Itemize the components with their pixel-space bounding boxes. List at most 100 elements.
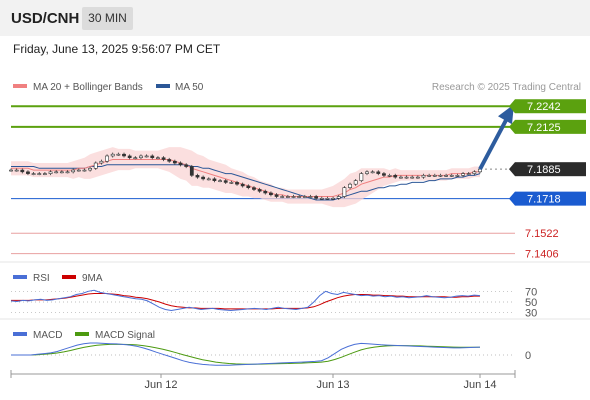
candle	[122, 153, 126, 157]
candle	[285, 196, 290, 198]
candle	[206, 178, 211, 181]
candle	[88, 168, 93, 171]
candle	[172, 160, 177, 164]
candle	[26, 171, 30, 174]
candle	[280, 196, 285, 198]
legend-ma50-label: MA 50	[175, 82, 204, 93]
rsi-line	[10, 289, 481, 312]
bollinger-band	[11, 147, 480, 208]
candle	[71, 169, 76, 173]
candle	[31, 173, 36, 175]
candle	[14, 169, 19, 172]
legend-rsi-ma-label: 9MA	[82, 273, 103, 284]
candle	[110, 153, 115, 157]
candle	[348, 183, 352, 188]
candle	[269, 192, 273, 196]
candle	[229, 182, 234, 184]
candle	[308, 196, 313, 198]
candle	[156, 157, 160, 160]
level-label-5: 7.1406	[525, 249, 559, 261]
level-label-1: 7.2125	[527, 122, 561, 134]
candle	[438, 175, 443, 177]
candle	[325, 197, 330, 200]
candle	[48, 171, 53, 174]
candle	[331, 197, 335, 200]
candle	[432, 175, 437, 177]
macd-panel: 0	[11, 342, 531, 366]
candle	[421, 175, 426, 178]
legend-ma20-label: MA 20 + Bollinger Bands	[33, 82, 143, 93]
legend-macd-label: MACD	[33, 330, 62, 341]
candle	[444, 175, 448, 177]
x-axis: Jun 12 Jun 13 Jun 14	[10, 370, 516, 391]
candle	[410, 176, 415, 179]
candle	[9, 169, 13, 172]
candle	[319, 197, 324, 200]
level-badge-2	[515, 162, 586, 177]
level-badge-0	[515, 99, 586, 114]
candle	[297, 196, 302, 198]
candle	[43, 173, 47, 175]
report-datetime: Friday, June 13, 2025 9:56:07 PM CET	[13, 42, 221, 56]
candle	[263, 190, 268, 194]
macd-zero-label: 0	[525, 350, 531, 362]
candle	[314, 196, 319, 199]
level-badge-3	[515, 191, 586, 206]
candle	[235, 182, 239, 185]
candle	[472, 171, 477, 174]
x-tick-label-0: Jun 12	[144, 379, 177, 391]
candle	[370, 171, 375, 174]
level-label-2: 7.1885	[527, 164, 561, 176]
level-badge-pointer-2	[509, 162, 515, 177]
candle	[404, 176, 409, 179]
level-label-4: 7.1522	[525, 228, 559, 240]
candle	[365, 171, 369, 174]
candle	[76, 169, 81, 172]
ma20-line	[11, 159, 480, 197]
candle	[240, 183, 245, 187]
candle	[189, 166, 194, 176]
candle	[252, 187, 256, 190]
level-badge-pointer-3	[509, 191, 515, 206]
legend-rsi-swatch	[13, 275, 27, 279]
candle	[455, 175, 460, 177]
level-labels: 7.2242 7.2125 7.1885 7.1718 7.1522 7.1406	[509, 99, 586, 261]
x-tick-label-1: Jun 13	[316, 379, 349, 391]
rsi-legend: RSI 9MA	[13, 273, 103, 284]
candle	[59, 171, 64, 174]
candle	[359, 173, 364, 181]
candle	[99, 160, 104, 164]
candle	[195, 175, 200, 178]
candle	[161, 157, 166, 160]
candle	[105, 155, 109, 162]
legend-rsi-label: RSI	[33, 273, 50, 284]
price-series	[9, 104, 514, 208]
legend-macd-signal-label: MACD Signal	[95, 330, 155, 341]
candle	[150, 155, 155, 159]
x-tick-label-2: Jun 14	[463, 379, 496, 391]
candle	[449, 175, 454, 177]
candle	[218, 180, 222, 182]
timeframe-button[interactable]: 30 MIN	[82, 7, 133, 30]
level-label-0: 7.2242	[527, 101, 561, 113]
candle	[144, 155, 149, 158]
projection-arrow-head	[498, 104, 514, 125]
candle	[382, 173, 386, 176]
legend-macd-swatch	[13, 332, 27, 336]
candle	[201, 176, 206, 180]
candle	[184, 164, 189, 167]
candle	[291, 196, 296, 198]
candle	[133, 157, 138, 160]
candle	[246, 185, 251, 188]
projection-arrow-shaft	[478, 119, 508, 171]
rsi-level-label-0: 70	[525, 286, 537, 298]
candle	[353, 180, 358, 185]
candle	[274, 194, 279, 197]
candle	[387, 175, 392, 177]
candle	[65, 171, 70, 174]
candle	[93, 162, 98, 169]
rsi-level-label-2: 30	[525, 308, 537, 320]
candle	[336, 196, 341, 199]
